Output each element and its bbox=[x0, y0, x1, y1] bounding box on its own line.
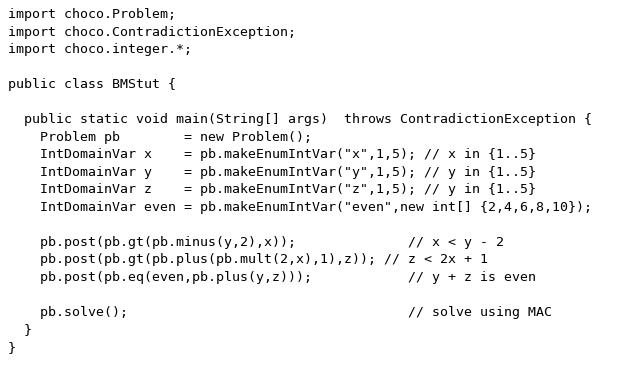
Text: IntDomainVar y    = pb.makeEnumIntVar("y",1,5); // y in {1..5}: IntDomainVar y = pb.makeEnumIntVar("y",1… bbox=[8, 166, 536, 179]
Text: import choco.ContradictionException;: import choco.ContradictionException; bbox=[8, 26, 296, 39]
Text: import choco.integer.*;: import choco.integer.*; bbox=[8, 43, 192, 56]
Text: pb.solve();                                   // solve using MAC: pb.solve(); // solve using MAC bbox=[8, 306, 552, 319]
Text: Problem pb        = new Problem();: Problem pb = new Problem(); bbox=[8, 131, 312, 144]
Text: IntDomainVar x    = pb.makeEnumIntVar("x",1,5); // x in {1..5}: IntDomainVar x = pb.makeEnumIntVar("x",1… bbox=[8, 148, 536, 161]
Text: import choco.Problem;: import choco.Problem; bbox=[8, 8, 176, 21]
Text: IntDomainVar even = pb.makeEnumIntVar("even",new int[] {2,4,6,8,10});: IntDomainVar even = pb.makeEnumIntVar("e… bbox=[8, 201, 592, 214]
Text: public class BMStut {: public class BMStut { bbox=[8, 78, 176, 91]
Text: public static void main(String[] args)  throws ContradictionException {: public static void main(String[] args) t… bbox=[8, 113, 592, 126]
Text: pb.post(pb.gt(pb.plus(pb.mult(2,x),1),z)); // z < 2x + 1: pb.post(pb.gt(pb.plus(pb.mult(2,x),1),z)… bbox=[8, 253, 488, 266]
Text: }: } bbox=[8, 323, 32, 336]
Text: pb.post(pb.eq(even,pb.plus(y,z)));            // y + z is even: pb.post(pb.eq(even,pb.plus(y,z))); // y … bbox=[8, 271, 536, 284]
Text: }: } bbox=[8, 341, 16, 354]
Text: pb.post(pb.gt(pb.minus(y,2),x));              // x < y - 2: pb.post(pb.gt(pb.minus(y,2),x)); // x < … bbox=[8, 236, 504, 249]
Text: IntDomainVar z    = pb.makeEnumIntVar("z",1,5); // y in {1..5}: IntDomainVar z = pb.makeEnumIntVar("z",1… bbox=[8, 183, 536, 196]
